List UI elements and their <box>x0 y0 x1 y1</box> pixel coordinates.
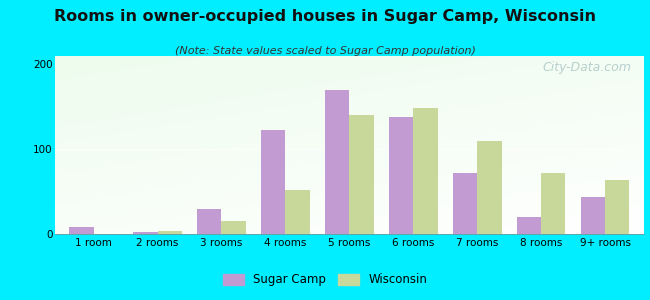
Bar <box>325 89 350 234</box>
Bar <box>413 108 437 234</box>
Bar <box>285 190 310 234</box>
Text: Rooms in owner-occupied houses in Sugar Camp, Wisconsin: Rooms in owner-occupied houses in Sugar … <box>54 9 596 24</box>
Bar <box>453 173 477 234</box>
Bar <box>70 227 94 234</box>
Bar <box>261 130 285 234</box>
Legend: Sugar Camp, Wisconsin: Sugar Camp, Wisconsin <box>218 269 432 291</box>
Bar <box>197 208 222 234</box>
Bar <box>605 180 629 234</box>
Bar <box>581 197 605 234</box>
Text: (Note: State values scaled to Sugar Camp population): (Note: State values scaled to Sugar Camp… <box>175 46 475 56</box>
Bar <box>222 221 246 234</box>
Bar <box>350 115 374 234</box>
Text: City-Data.com: City-Data.com <box>543 61 632 74</box>
Bar <box>541 173 566 234</box>
Bar <box>477 140 502 234</box>
Bar <box>157 232 182 234</box>
Bar <box>517 217 541 234</box>
Bar <box>389 117 413 234</box>
Bar <box>133 232 157 234</box>
